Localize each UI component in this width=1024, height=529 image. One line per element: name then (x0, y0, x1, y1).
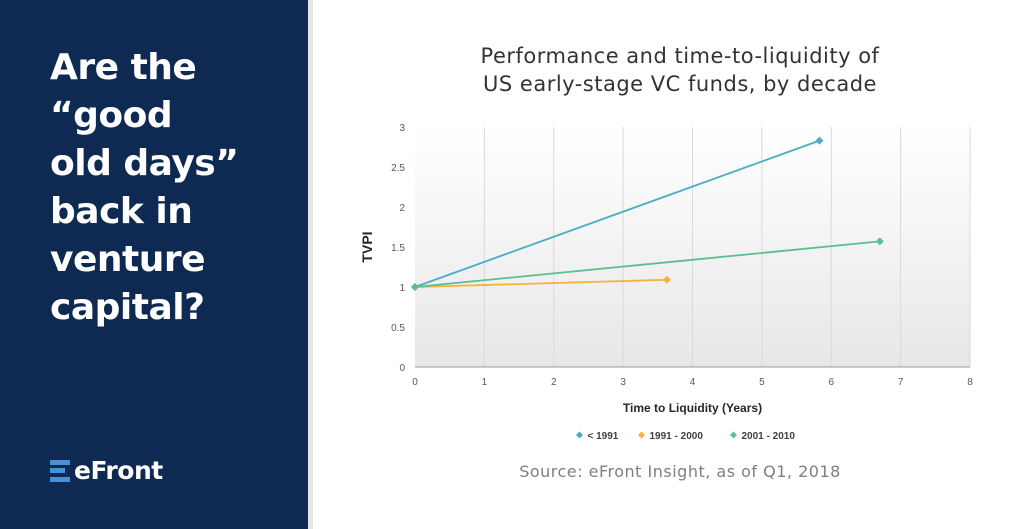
y-axis-label: TVPI (359, 231, 375, 262)
chart-title: Performance and time-to-liquidity of US … (380, 42, 980, 98)
sidebar-edge (308, 0, 313, 529)
sidebar-panel (0, 0, 308, 529)
series-line (414, 240, 880, 288)
headline-line: old days” (50, 143, 239, 184)
y-tick-label: 2 (399, 203, 405, 214)
chart-title-line: Performance and time-to-liquidity of (480, 44, 880, 68)
source-note: Source: eFront Insight, as of Q1, 2018 (519, 462, 841, 481)
headline-line: capital? (50, 287, 205, 328)
x-tick-label: 5 (759, 377, 765, 388)
y-tick-label: 0 (399, 363, 405, 374)
chart-title-line: US early-stage VC funds, by decade (483, 72, 877, 96)
x-tick-label: 7 (898, 377, 904, 388)
legend-marker (576, 431, 583, 439)
legend-label: 1991 - 2000 (650, 431, 704, 442)
legend-label: 2001 - 2010 (742, 431, 796, 442)
x-tick-label: 1 (482, 377, 488, 388)
tvpi-line-chart: 0 1 2 3 4 5 6 7 8 0 0.5 1 1.5 2 2.5 3 Time to Liquidity … (359, 123, 973, 442)
headline-line: “good (50, 95, 173, 136)
legend-marker (730, 431, 737, 439)
data-point-marker (815, 136, 824, 145)
data-point-marker (662, 275, 671, 284)
x-tick-label: 0 (412, 377, 418, 388)
x-axis-label: Time to Liquidity (Years) (623, 401, 762, 415)
x-tick-label: 8 (967, 377, 973, 388)
series-line (414, 139, 820, 288)
y-tick-label: 1.5 (391, 243, 405, 254)
headline-line: venture (50, 239, 206, 280)
x-tick-label: 4 (690, 377, 696, 388)
y-tick-label: 2.5 (391, 163, 405, 174)
series-line (414, 278, 667, 288)
x-tick-label: 3 (620, 377, 626, 388)
efront-logo-text: eFront (74, 456, 163, 485)
y-tick-label: 0.5 (391, 323, 405, 334)
x-tick-label: 6 (828, 377, 834, 388)
headline-line: Are the (50, 47, 197, 88)
data-point-marker (411, 283, 419, 291)
x-tick-label: 2 (551, 377, 557, 388)
y-tick-label: 3 (399, 123, 405, 134)
data-point-marker (875, 237, 884, 246)
y-tick-label: 1 (399, 283, 405, 294)
efront-logo-icon (50, 459, 70, 482)
headline-line: back in (50, 191, 193, 232)
headline: Are the “good old days” back in venture … (50, 44, 300, 332)
legend-marker (638, 431, 645, 439)
efront-logo: eFront (50, 456, 163, 485)
legend-label: < 1991 (588, 431, 619, 442)
